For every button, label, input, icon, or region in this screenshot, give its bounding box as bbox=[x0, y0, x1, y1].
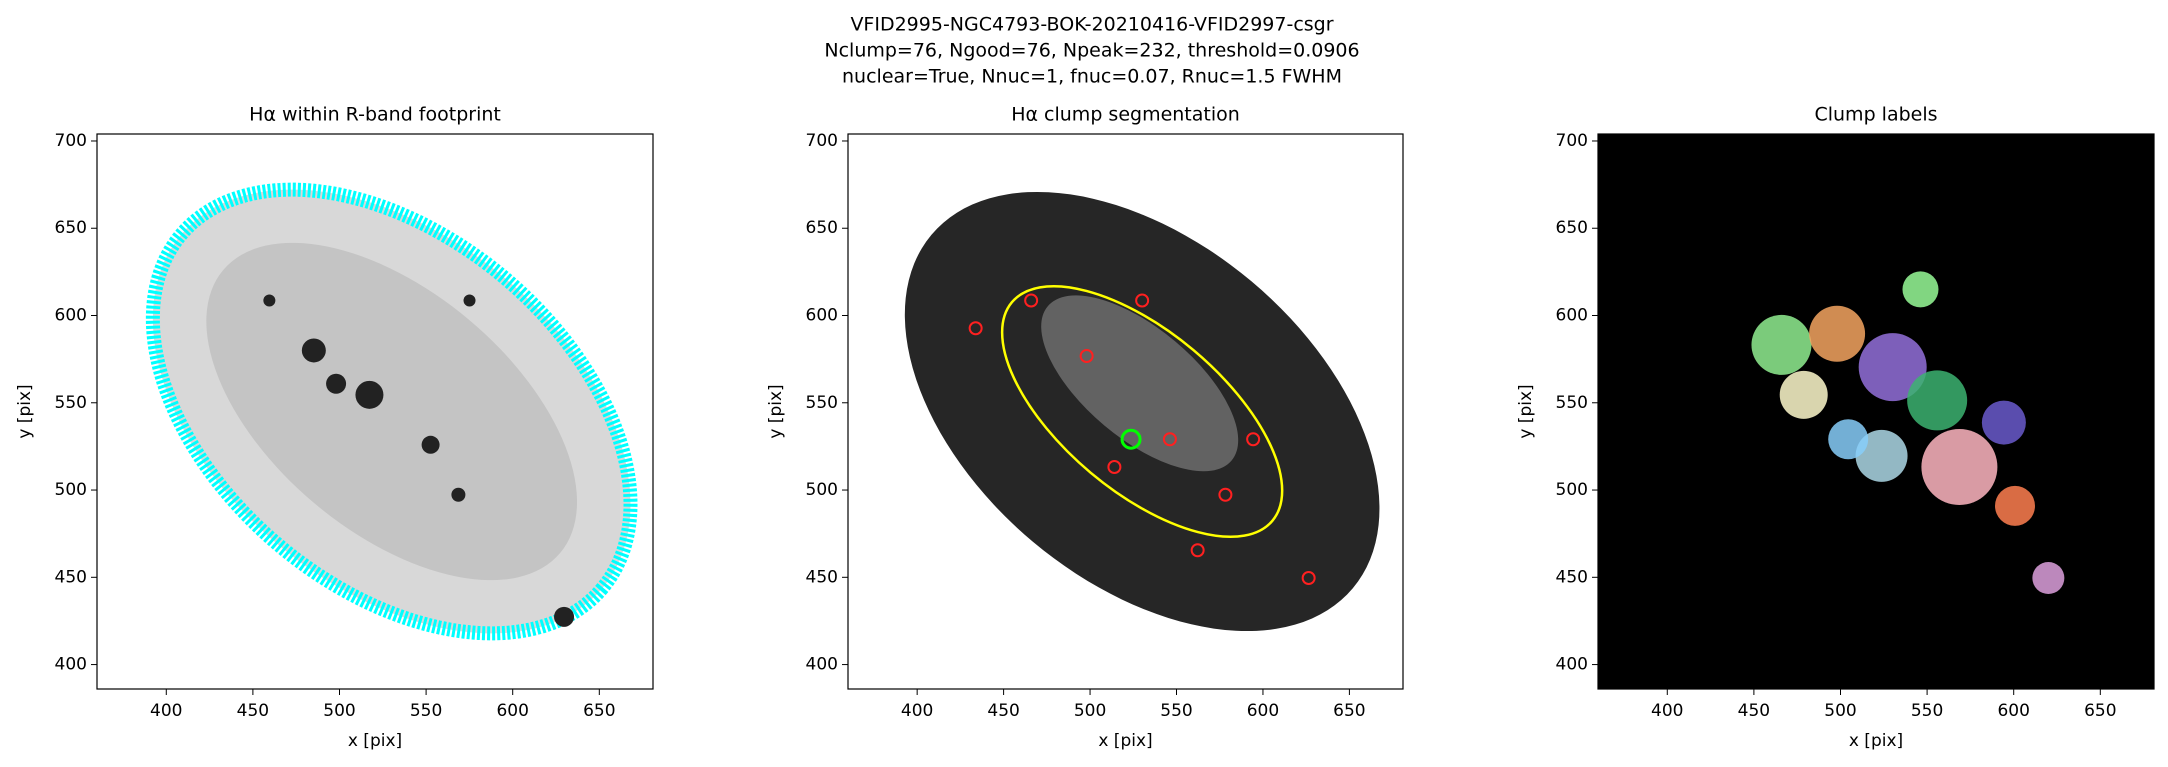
clump-marker bbox=[1190, 543, 1205, 558]
emission-knot bbox=[355, 380, 384, 409]
clump-label-region bbox=[1858, 333, 1927, 402]
y-tick-label: 550 bbox=[1556, 393, 1588, 413]
clump-label-region bbox=[2032, 562, 2065, 594]
y-tick-label: 550 bbox=[806, 393, 838, 413]
axes-title: Hα clump segmentation bbox=[1011, 104, 1240, 126]
clump-marker bbox=[1107, 460, 1122, 474]
y-tick-label: 650 bbox=[55, 218, 87, 238]
x-tick-label: 500 bbox=[1074, 701, 1106, 721]
clump-marker bbox=[1218, 487, 1233, 502]
x-tick-label: 600 bbox=[1247, 701, 1279, 721]
galaxy-disk bbox=[206, 242, 578, 581]
panel: 400 450 500 550 600 650 400 450 500 550 600 650 700 C… bbox=[1516, 104, 2155, 751]
panel: 400 450 500 550 600 650 400 450 500 550 600 650 700 H… bbox=[766, 104, 1404, 751]
image-bg bbox=[1598, 134, 2154, 689]
image bbox=[1598, 134, 2154, 689]
emission-knot bbox=[421, 435, 440, 454]
x-tick-label: 400 bbox=[901, 701, 933, 721]
panel: 400 450 500 550 600 650 400 450 500 550 600 650 700 H… bbox=[15, 104, 654, 751]
y-tick-label: 500 bbox=[55, 480, 87, 500]
clump-marker bbox=[1024, 293, 1039, 308]
clump-label-region bbox=[1921, 429, 1998, 505]
axes-frame bbox=[1597, 133, 2155, 690]
y-axis-label: y [pix] bbox=[1516, 384, 1536, 438]
clump-marker bbox=[1135, 293, 1150, 308]
y-tick-label: 400 bbox=[806, 655, 838, 675]
x-tick-label: 550 bbox=[1911, 701, 1943, 721]
clump-marker bbox=[1301, 571, 1316, 585]
suptitle: Nclump=76, Ngood=76, Npeak=232, threshol… bbox=[824, 40, 1359, 62]
clump-marker bbox=[1079, 349, 1094, 363]
y-tick-label: 500 bbox=[1556, 480, 1588, 500]
clump-label-region bbox=[1779, 370, 1828, 419]
suptitle: nuclear=True, Nnuc=1, fnuc=0.07, Rnuc=1.… bbox=[842, 66, 1342, 88]
emission-knot bbox=[463, 294, 476, 307]
clump-label-region bbox=[1828, 419, 1869, 460]
y-tick-label: 650 bbox=[1556, 218, 1588, 238]
x-tick-label: 650 bbox=[1333, 701, 1365, 721]
y-axis-label: y [pix] bbox=[766, 384, 786, 438]
x-tick-label: 500 bbox=[1824, 701, 1856, 721]
x-tick-label: 600 bbox=[1997, 701, 2029, 721]
y-tick-label: 450 bbox=[806, 567, 838, 587]
x-tick-label: 450 bbox=[987, 701, 1019, 721]
x-axis-label: x [pix] bbox=[1849, 731, 1903, 751]
x-tick-label: 500 bbox=[323, 701, 355, 721]
clump-marker bbox=[968, 321, 983, 336]
y-tick-label: 600 bbox=[1556, 306, 1588, 326]
clump-label-region bbox=[1751, 314, 1812, 375]
clump-label-region bbox=[1902, 271, 1939, 308]
x-tick-label: 450 bbox=[237, 701, 269, 721]
axes-title: Hα within R-band footprint bbox=[249, 104, 501, 126]
suptitle: VFID2995-NGC4793-BOK-20210416-VFID2997-c… bbox=[850, 14, 1333, 36]
x-tick-label: 550 bbox=[1160, 701, 1192, 721]
galaxy-core bbox=[1041, 295, 1239, 472]
clump-label-region bbox=[1981, 400, 2026, 445]
clump-label-region bbox=[1855, 429, 1908, 482]
y-tick-label: 450 bbox=[55, 567, 87, 587]
clump-label-region bbox=[1995, 485, 2035, 526]
axes-title: Clump labels bbox=[1814, 104, 1937, 126]
x-tick-label: 400 bbox=[150, 701, 182, 721]
clump-label-region bbox=[1809, 305, 1866, 362]
y-tick-label: 600 bbox=[806, 306, 838, 326]
x-tick-label: 400 bbox=[1651, 701, 1683, 721]
x-tick-label: 600 bbox=[496, 701, 528, 721]
clump-label-region bbox=[1907, 370, 1968, 431]
clump-marker bbox=[1162, 432, 1177, 447]
y-tick-label: 450 bbox=[1556, 567, 1588, 587]
x-tick-label: 650 bbox=[583, 701, 615, 721]
axes-frame bbox=[96, 133, 654, 690]
y-tick-label: 650 bbox=[806, 218, 838, 238]
y-axis-label: y [pix] bbox=[15, 384, 35, 438]
y-tick-label: 700 bbox=[806, 131, 838, 151]
emission-knot bbox=[301, 338, 326, 363]
y-tick-label: 500 bbox=[806, 480, 838, 500]
x-tick-label: 450 bbox=[1738, 701, 1770, 721]
y-tick-label: 700 bbox=[1556, 131, 1588, 151]
nucleus bbox=[1120, 428, 1142, 450]
x-axis-label: x [pix] bbox=[348, 731, 402, 751]
image bbox=[848, 134, 1403, 689]
x-tick-label: 650 bbox=[2084, 701, 2116, 721]
contour bbox=[1000, 284, 1284, 539]
emission-knot bbox=[326, 373, 347, 394]
y-tick-label: 550 bbox=[55, 393, 87, 413]
x-tick-label: 550 bbox=[410, 701, 442, 721]
y-tick-label: 400 bbox=[1556, 655, 1588, 675]
y-tick-label: 600 bbox=[55, 306, 87, 326]
emission-knot bbox=[451, 487, 466, 502]
image bbox=[97, 134, 653, 689]
y-tick-label: 700 bbox=[55, 131, 87, 151]
clump-marker bbox=[1246, 432, 1261, 447]
y-tick-label: 400 bbox=[55, 655, 87, 675]
x-axis-label: x [pix] bbox=[1098, 731, 1152, 751]
emission-knot bbox=[263, 294, 276, 307]
axes-frame bbox=[847, 133, 1404, 690]
emission-knot bbox=[554, 606, 575, 627]
